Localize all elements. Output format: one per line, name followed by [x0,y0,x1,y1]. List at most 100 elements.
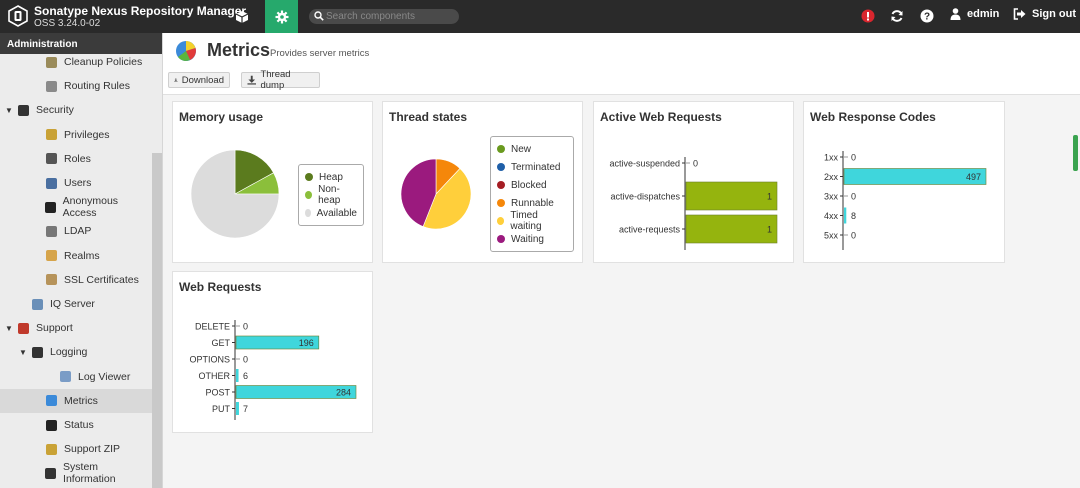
bar [685,214,778,244]
pie-slice-available [190,149,280,239]
sidebar-item-users[interactable]: Users [0,171,152,195]
memory-usage-panel: Memory usage Heap Non-heap Available [172,101,373,263]
sidebar-item-label: Cleanup Policies [64,56,143,68]
scroll-indicator[interactable] [1073,135,1078,171]
book-icon [32,346,43,358]
legend-color-dot [305,173,313,181]
bar [236,369,239,382]
legend-item[interactable]: Waiting [497,230,567,248]
refresh-icon[interactable] [890,9,904,23]
chevron-down-icon[interactable]: ▼ [5,323,13,333]
sidebar-item-label: Routing Rules [64,80,130,93]
legend-item[interactable]: Heap [305,168,357,186]
app-version: OSS 3.24.0-02 [34,18,101,29]
gear-icon [275,10,288,23]
category-label: OTHER [199,371,231,381]
thread-dump-label: Thread dump [260,69,291,91]
download-button[interactable]: Download [168,72,230,88]
top-bar: Sonatype Nexus Repository Manager OSS 3.… [0,0,1080,33]
legend-item[interactable]: Non-heap [305,184,357,206]
legend-item[interactable]: New [497,140,567,158]
pie-slice-timed-waiting [422,168,472,230]
legend-item[interactable]: Available [305,204,357,222]
sidebar-item-ssl-certificates[interactable]: SSL Certificates [0,268,152,292]
sidebar-item-metrics[interactable]: Metrics [0,388,152,413]
sidebar-item-support-zip[interactable]: Support ZIP [0,437,152,461]
bar [235,335,320,350]
legend-color-dot [497,163,505,171]
legend-item[interactable]: Timed waiting [497,210,567,232]
sidebar-item-label: Realms [64,249,100,262]
app-title: Sonatype Nexus Repository Manager [34,4,247,18]
value-label: 7 [243,404,248,414]
category-label: 1xx [824,153,839,163]
sidebar-item-iq-server[interactable]: IQ Server [0,292,152,316]
panel-title: Memory usage [179,110,264,124]
user-icon [950,8,961,20]
web-requests-panel: Web Requests DELETE 0 GET 196 OPTIONS 0 OTHER 6… [172,271,373,433]
legend-item[interactable]: Blocked [497,176,567,194]
signout-icon [1013,8,1026,20]
value-label: 0 [243,322,248,332]
value-label: 1 [767,192,772,202]
sidebar-item-ldap[interactable]: LDAP [0,219,152,243]
panel-title: Web Response Codes [810,110,936,124]
chevron-down-icon[interactable]: ▼ [19,347,27,357]
page-subtitle: Provides server metrics [270,48,370,59]
sidebar-scrollbar[interactable] [152,153,162,488]
value-label: 6 [243,371,248,381]
legend-label: Timed waiting [510,210,542,232]
sidebar-item-system-information[interactable]: System Information [0,461,152,485]
users-icon [46,177,57,189]
sidebar-item-label: Metrics [64,394,98,407]
bar [236,402,239,415]
sidebar-item-realms[interactable]: Realms [0,244,152,268]
legend-color-dot [305,191,313,199]
legend-item[interactable]: Runnable [497,194,567,212]
sidebar-item-log-viewer[interactable]: Log Viewer [0,365,152,389]
pie-slice-heap [234,149,274,195]
sidebar-item-label: Log Viewer [78,370,131,383]
signout-button[interactable]: Sign out [1013,8,1076,20]
legend-label: Runnable [511,197,554,209]
user-menu[interactable]: edmin [950,8,999,20]
sidebar-item-support[interactable]: ▼ Support [0,316,152,340]
legend-color-dot [497,235,505,243]
sidebar-item-status[interactable]: Status [0,413,152,437]
download-icon [247,75,256,85]
legend-color-dot [497,217,505,225]
sidebar-item-logging[interactable]: ▼ Logging [0,340,152,364]
active-web-requests-panel: Active Web Requests active-suspended 0 act… [593,101,794,263]
admin-mode-button[interactable] [265,0,298,33]
sidebar-item-privileges[interactable]: Privileges [0,123,152,147]
nexus-logo-icon[interactable] [7,5,29,27]
bar [685,181,778,211]
bar [843,168,987,185]
thread-pie-chart [400,158,472,230]
search-input[interactable] [326,9,454,24]
pie-slice-waiting [400,158,437,227]
sidebar-item-roles[interactable]: Roles [0,147,152,171]
sidebar-item-cleanup-policies[interactable]: Cleanup Policies [0,50,152,74]
web-requests-chart: DELETE 0 GET 196 OPTIONS 0 OTHER 6 POST 284 PUT 7 [189,320,357,420]
response-codes-chart: 1xx 0 2xx 497 3xx 0 4xx 8 5xx 0 [824,151,987,250]
legend-label: New [511,143,532,155]
browse-mode-button[interactable] [225,0,259,33]
sidebar-item-anonymous-access[interactable]: Anonymous Access [0,195,152,219]
sidebar-item-routing-rules[interactable]: Routing Rules [0,74,152,98]
sidebar-item-label: IQ Server [50,298,95,310]
medal-icon [46,129,57,141]
chevron-down-icon[interactable]: ▼ [5,105,13,115]
legend-color-dot [497,199,505,207]
sidebar-item-label: Support [36,322,73,335]
panel-title: Thread states [389,110,468,124]
username: edmin [967,8,1000,20]
value-label: 284 [336,388,351,398]
category-label: 4xx [824,211,839,221]
help-icon[interactable]: ? [920,9,934,23]
thread-dump-button[interactable]: Thread dump [241,69,320,91]
sidebar-item-security[interactable]: ▼ Security [0,98,152,122]
memory-pie-chart [190,149,280,239]
alert-icon[interactable] [861,9,875,23]
legend-item[interactable]: Terminated [497,158,567,176]
